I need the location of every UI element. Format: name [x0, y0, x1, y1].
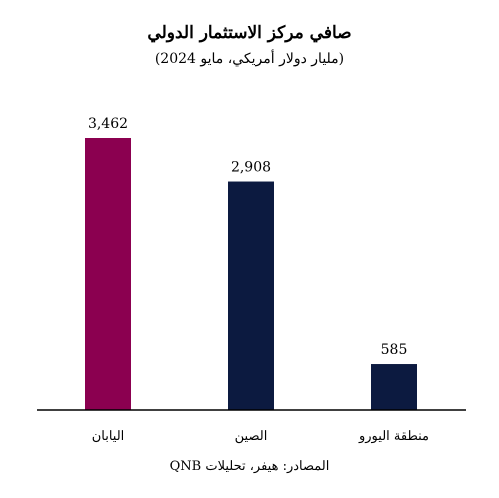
category-label-1: اليابان	[92, 429, 125, 444]
value-label-3: 585	[381, 342, 408, 358]
bar-2	[228, 181, 274, 410]
bars-layer	[85, 138, 417, 410]
labels-layer: 3,462 اليابان 2,908 الصين 585 منطقة اليورو	[88, 116, 429, 444]
bar-3	[371, 364, 417, 410]
chart-title: صافي مركز الاستثمار الدولي	[147, 23, 352, 43]
value-label-2: 2,908	[231, 160, 271, 176]
category-label-3: منطقة اليورو	[358, 429, 429, 444]
value-label-1: 3,462	[88, 116, 128, 132]
category-label-2: الصين	[235, 429, 268, 444]
source-note: المصادر: هيفر، تحليلات QNB	[169, 459, 330, 474]
bar-1	[85, 138, 131, 410]
chart-subtitle: (مليار دولار أمريكي، مايو 2024)	[154, 51, 345, 67]
